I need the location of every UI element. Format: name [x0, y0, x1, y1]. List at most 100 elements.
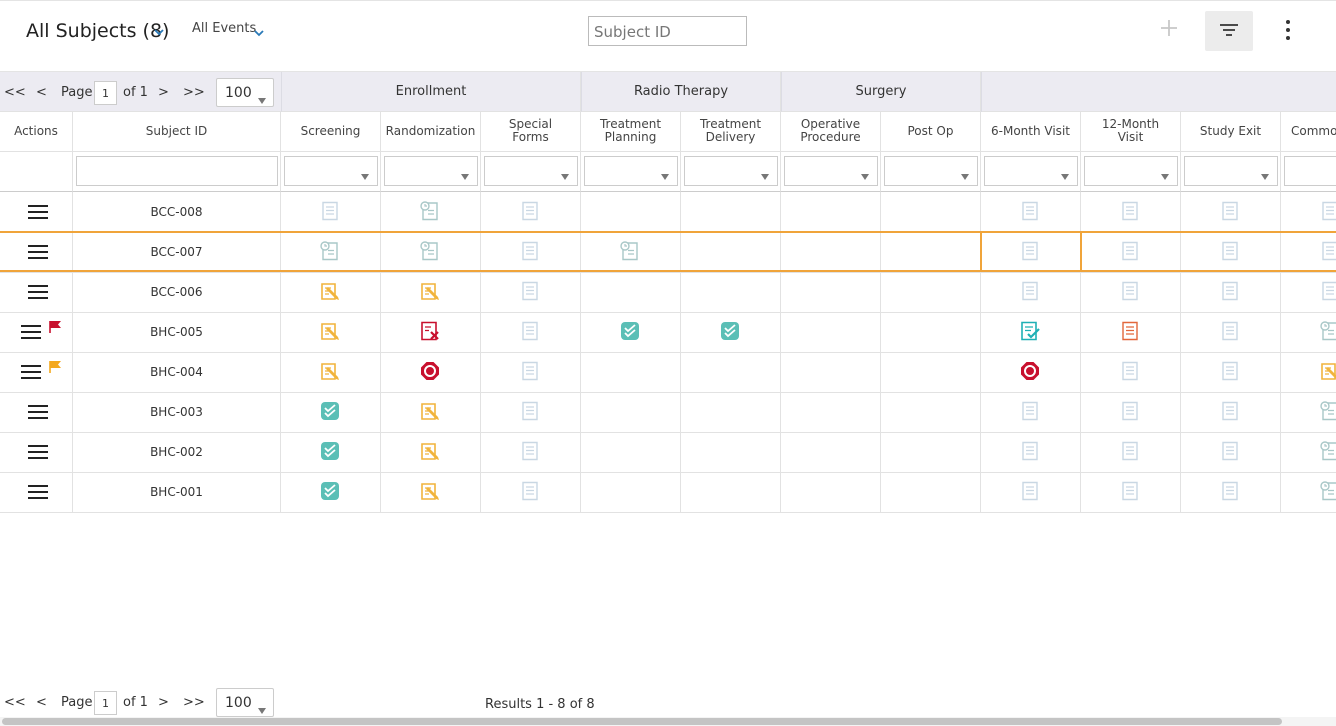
pager-last[interactable]: >>	[183, 695, 205, 710]
add-button[interactable]	[1158, 17, 1180, 43]
filter-button[interactable]	[1205, 11, 1253, 51]
column-filter[interactable]	[384, 156, 478, 186]
event-cell[interactable]	[1081, 312, 1181, 353]
event-cell[interactable]	[1281, 232, 1336, 273]
menu-button[interactable]	[27, 483, 49, 504]
event-cell[interactable]	[1081, 432, 1181, 473]
event-cell[interactable]	[581, 312, 681, 353]
event-cell[interactable]	[481, 272, 581, 313]
subject-cell[interactable]: BHC-003	[73, 392, 281, 433]
event-cell[interactable]	[981, 472, 1081, 513]
event-cell[interactable]	[281, 232, 381, 273]
event-cell[interactable]	[1281, 352, 1336, 393]
event-cell[interactable]	[1081, 232, 1181, 273]
column-filter[interactable]	[784, 156, 878, 186]
event-cell[interactable]	[581, 232, 681, 273]
event-cell[interactable]	[1181, 352, 1281, 393]
subject-cell[interactable]: BCC-008	[73, 192, 281, 233]
subject-cell[interactable]: BCC-006	[73, 272, 281, 313]
pager-first[interactable]: <<	[4, 695, 26, 710]
event-cell[interactable]	[1181, 392, 1281, 433]
subject-cell[interactable]: BCC-007	[73, 232, 281, 273]
subject-filter[interactable]	[76, 156, 278, 186]
scrollbar-thumb[interactable]	[2, 718, 1282, 725]
event-cell[interactable]	[481, 232, 581, 273]
event-cell[interactable]	[381, 272, 481, 313]
column-header[interactable]: Common	[1281, 111, 1336, 152]
event-cell[interactable]	[481, 432, 581, 473]
column-filter[interactable]	[284, 156, 378, 186]
event-cell[interactable]	[681, 312, 781, 353]
column-header[interactable]: Randomization	[381, 111, 481, 152]
event-cell[interactable]	[1181, 192, 1281, 233]
event-cell[interactable]	[981, 392, 1081, 433]
event-cell[interactable]	[281, 192, 381, 233]
column-header[interactable]: Post Op	[881, 111, 981, 152]
menu-button[interactable]	[27, 403, 49, 424]
pager-next[interactable]: >	[158, 695, 169, 710]
event-cell[interactable]	[481, 472, 581, 513]
event-cell[interactable]	[1281, 392, 1336, 433]
menu-button[interactable]	[27, 243, 49, 264]
event-cell[interactable]	[981, 232, 1081, 273]
column-header[interactable]: 12-Month Visit	[1081, 111, 1181, 152]
event-cell[interactable]	[1081, 272, 1181, 313]
column-filter[interactable]	[884, 156, 978, 186]
more-button[interactable]	[1280, 18, 1296, 46]
menu-button[interactable]	[27, 283, 49, 304]
column-header[interactable]: Subject ID	[73, 111, 281, 152]
event-cell[interactable]	[1181, 312, 1281, 353]
subject-cell[interactable]: BHC-004	[73, 352, 281, 393]
menu-button[interactable]	[20, 323, 42, 344]
column-header[interactable]: Actions	[0, 111, 73, 152]
event-cell[interactable]	[1181, 232, 1281, 273]
event-cell[interactable]	[981, 432, 1081, 473]
event-cell[interactable]	[1281, 272, 1336, 313]
event-cell[interactable]	[1281, 192, 1336, 233]
event-cell[interactable]	[481, 312, 581, 353]
event-cell[interactable]	[381, 392, 481, 433]
event-cell[interactable]	[381, 352, 481, 393]
column-header[interactable]: Treatment Planning	[581, 111, 681, 152]
event-cell[interactable]	[381, 312, 481, 353]
event-cell[interactable]	[1181, 272, 1281, 313]
column-header[interactable]: 6-Month Visit	[981, 111, 1081, 152]
pager-last[interactable]: >>	[183, 85, 205, 100]
column-header[interactable]: Screening	[281, 111, 381, 152]
column-filter[interactable]	[1284, 156, 1336, 186]
menu-button[interactable]	[27, 443, 49, 464]
column-header[interactable]: Operative Procedure	[781, 111, 881, 152]
event-cell[interactable]	[1081, 472, 1181, 513]
page-size-select[interactable]: 100	[216, 78, 274, 107]
pager-next[interactable]: >	[158, 85, 169, 100]
column-header[interactable]: Special Forms	[481, 111, 581, 152]
column-header[interactable]: Study Exit	[1181, 111, 1281, 152]
event-cell[interactable]	[381, 232, 481, 273]
event-cell[interactable]	[1081, 392, 1181, 433]
event-cell[interactable]	[1181, 472, 1281, 513]
subject-cell[interactable]: BHC-001	[73, 472, 281, 513]
search-input[interactable]: Subject ID	[588, 16, 747, 46]
subject-cell[interactable]: BHC-005	[73, 312, 281, 353]
menu-button[interactable]	[27, 203, 49, 224]
event-cell[interactable]	[281, 472, 381, 513]
page-input[interactable]: 1	[94, 691, 117, 715]
event-cell[interactable]	[1181, 432, 1281, 473]
event-cell[interactable]	[381, 192, 481, 233]
page-size-select[interactable]: 100	[216, 688, 274, 717]
event-cell[interactable]	[281, 312, 381, 353]
column-filter[interactable]	[984, 156, 1078, 186]
event-cell[interactable]	[381, 432, 481, 473]
event-cell[interactable]	[981, 312, 1081, 353]
events-filter[interactable]: All Events	[192, 21, 256, 36]
event-cell[interactable]	[1081, 352, 1181, 393]
event-cell[interactable]	[981, 192, 1081, 233]
column-filter[interactable]	[484, 156, 578, 186]
column-filter[interactable]	[584, 156, 678, 186]
event-cell[interactable]	[1081, 192, 1181, 233]
subject-cell[interactable]: BHC-002	[73, 432, 281, 473]
event-cell[interactable]	[981, 352, 1081, 393]
column-filter[interactable]	[1084, 156, 1178, 186]
title[interactable]: All Subjects (8)	[26, 20, 169, 42]
page-input[interactable]: 1	[94, 81, 117, 105]
